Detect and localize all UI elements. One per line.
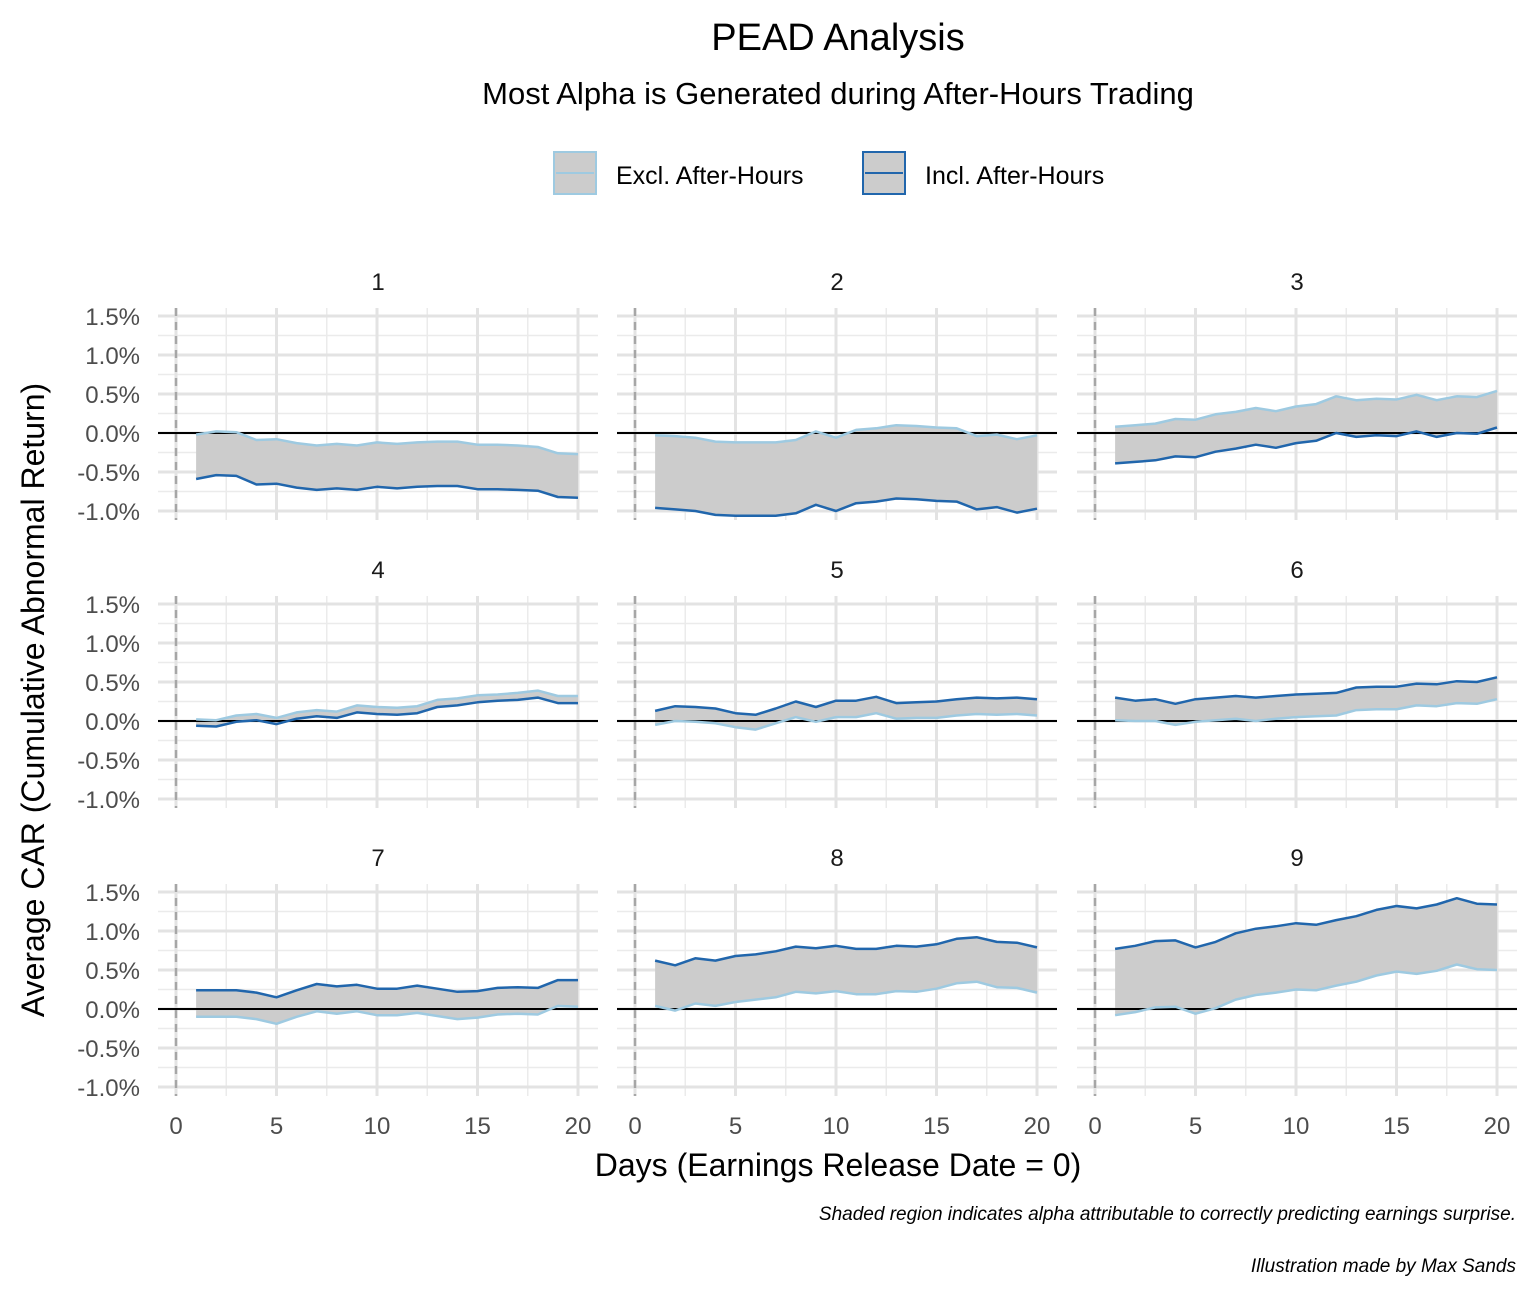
- series-line-excl: [1115, 697, 1498, 727]
- series-line-excl: [1114, 963, 1498, 1017]
- series-line-excl: [196, 689, 578, 722]
- series-line-incl: [196, 696, 578, 728]
- series-line-excl: [655, 423, 1038, 444]
- y-axis-ticks: -1.0% -0.5% 0.0% 0.5% 1.0% 1.5% -1.0% -0.5% 0.0%…: [77, 304, 140, 1102]
- y-tick-label: 0.5%: [85, 670, 140, 697]
- caption-note: Shaded region indicates alpha attributab…: [819, 1204, 1516, 1225]
- y-tick-label: -1.0%: [77, 1075, 140, 1102]
- y-tick-label: 1.0%: [85, 919, 140, 946]
- series-line-incl: [1114, 896, 1498, 951]
- x-tick-label: 20: [565, 1113, 592, 1140]
- legend-label-incl: Incl. After-Hours: [925, 162, 1104, 190]
- facet-panels: 1 2 3 4 5 6 7 8 9: [158, 269, 1517, 1096]
- series-line-incl: [654, 935, 1038, 967]
- y-tick-label: 1.0%: [85, 343, 140, 370]
- facet-panel-3: 3: [1077, 269, 1517, 520]
- series-line-excl: [654, 980, 1038, 1012]
- series-line-excl: [1115, 389, 1498, 429]
- chart-subtitle: Most Alpha is Generated during After-Hou…: [482, 76, 1194, 111]
- facet-panel-2: 2: [617, 269, 1057, 520]
- facet-panel-6: 6: [1077, 557, 1517, 808]
- alpha-shaded-region: [1115, 390, 1497, 464]
- series-line-incl: [654, 695, 1038, 717]
- x-axis-title: Days (Earnings Release Date = 0): [595, 1147, 1081, 1183]
- facet-panel-5: 5: [617, 557, 1057, 808]
- y-axis-title: Average CAR (Cumulative Abnormal Return): [15, 383, 51, 1017]
- x-tick-label: 10: [364, 1113, 391, 1140]
- alpha-shaded-region: [196, 431, 578, 498]
- facet-panel-8: 8: [617, 845, 1057, 1096]
- facet-panel-9: 9: [1077, 845, 1517, 1096]
- x-axis-ticks: 0 5 10 15 20 0 5 10 15 20 0 5 10 15 20: [169, 1113, 1510, 1140]
- x-tick-label: 0: [169, 1113, 182, 1140]
- facet-strip-label: 3: [1290, 269, 1303, 296]
- y-tick-label: -0.5%: [77, 460, 140, 487]
- x-tick-label: 15: [923, 1113, 950, 1140]
- y-tick-label: -1.0%: [77, 499, 140, 526]
- x-tick-label: 15: [1383, 1113, 1410, 1140]
- y-tick-label: 0.0%: [85, 997, 140, 1024]
- series-line-incl: [196, 978, 578, 999]
- alpha-shaded-region: [1115, 898, 1497, 1016]
- x-tick-label: 0: [1088, 1113, 1101, 1140]
- x-tick-label: 20: [1484, 1113, 1511, 1140]
- chart-title: PEAD Analysis: [711, 17, 964, 59]
- alpha-shaded-region: [1115, 677, 1497, 725]
- legend-item-excl: Excl. After-Hours: [553, 151, 804, 195]
- facet-panel-4: 4: [158, 557, 598, 808]
- series-line-incl: [655, 497, 1038, 517]
- caption-credit: Illustration made by Max Sands: [1251, 1256, 1517, 1277]
- legend-label-excl: Excl. After-Hours: [616, 162, 804, 190]
- facet-strip-label: 5: [830, 557, 843, 584]
- legend-item-incl: Incl. After-Hours: [862, 151, 1104, 195]
- y-tick-label: 0.0%: [85, 709, 140, 736]
- facet-strip-label: 1: [371, 269, 384, 296]
- facet-panel-7: 7: [158, 845, 598, 1096]
- facet-strip-label: 4: [371, 557, 384, 584]
- y-tick-label: 1.5%: [85, 880, 140, 907]
- facet-strip-label: 9: [1290, 845, 1303, 872]
- x-tick-label: 10: [1283, 1113, 1310, 1140]
- x-tick-label: 5: [729, 1113, 742, 1140]
- x-tick-label: 15: [464, 1113, 491, 1140]
- series-line-excl: [196, 1004, 579, 1026]
- series-line-incl: [1115, 426, 1498, 465]
- x-tick-label: 10: [823, 1113, 850, 1140]
- y-tick-label: 0.5%: [85, 382, 140, 409]
- series-line-incl: [195, 473, 579, 499]
- x-tick-label: 20: [1024, 1113, 1051, 1140]
- y-tick-label: 1.5%: [85, 592, 140, 619]
- alpha-shaded-region: [655, 425, 1037, 516]
- y-tick-label: 1.0%: [85, 631, 140, 658]
- y-tick-label: -1.0%: [77, 787, 140, 814]
- facet-panel-1: 1: [158, 269, 598, 520]
- facet-strip-label: 6: [1290, 557, 1303, 584]
- y-tick-label: -0.5%: [77, 748, 140, 775]
- series-line-incl: [1114, 676, 1498, 706]
- y-tick-label: 0.5%: [85, 958, 140, 985]
- facet-strip-label: 8: [830, 845, 843, 872]
- x-tick-label: 0: [628, 1113, 641, 1140]
- y-tick-label: 0.0%: [85, 421, 140, 448]
- facet-strip-label: 2: [830, 269, 843, 296]
- y-tick-label: -0.5%: [77, 1036, 140, 1063]
- x-tick-label: 5: [1189, 1113, 1202, 1140]
- series-line-excl: [654, 711, 1038, 731]
- series-line-excl: [195, 430, 579, 456]
- facet-strip-label: 7: [371, 845, 384, 872]
- x-tick-label: 5: [270, 1113, 283, 1140]
- y-tick-label: 1.5%: [85, 304, 140, 331]
- legend: Excl. After-Hours Incl. After-Hours: [553, 151, 1104, 195]
